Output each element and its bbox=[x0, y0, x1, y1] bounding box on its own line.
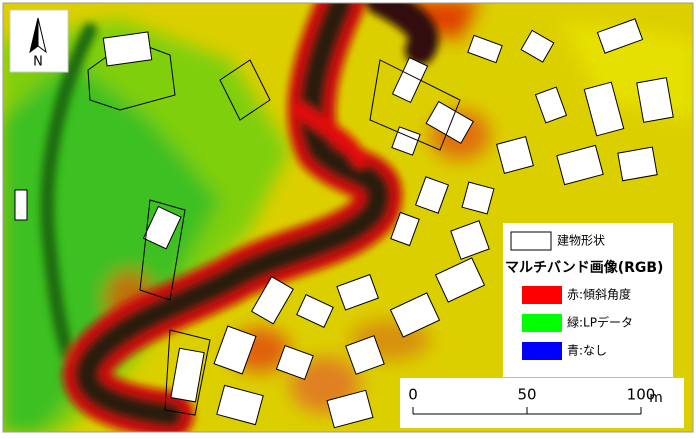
legend-building-swatch bbox=[511, 232, 551, 250]
legend-building-label: 建物形状 bbox=[557, 234, 605, 248]
scale-tick-label: 50 bbox=[517, 386, 536, 404]
north-arrow: N bbox=[10, 10, 68, 72]
scale-tick-label: 0 bbox=[408, 386, 418, 404]
legend-swatch bbox=[522, 342, 562, 360]
legend-band-label: 赤:傾斜角度 bbox=[567, 287, 631, 302]
legend-title: マルチバンド画像(RGB) bbox=[505, 259, 663, 276]
legend-swatch bbox=[522, 286, 562, 304]
legend-band-label: 緑:LPデータ bbox=[567, 315, 633, 330]
north-label: N bbox=[33, 55, 43, 70]
scale-unit: m bbox=[649, 390, 663, 406]
legend-band-label: 青:なし bbox=[567, 344, 607, 358]
map: N 建物形状 マルチバンド画像(RGB) 赤:傾斜角度緑:LPデータ青:なし 0… bbox=[0, 0, 696, 435]
legend-swatch bbox=[522, 314, 562, 332]
